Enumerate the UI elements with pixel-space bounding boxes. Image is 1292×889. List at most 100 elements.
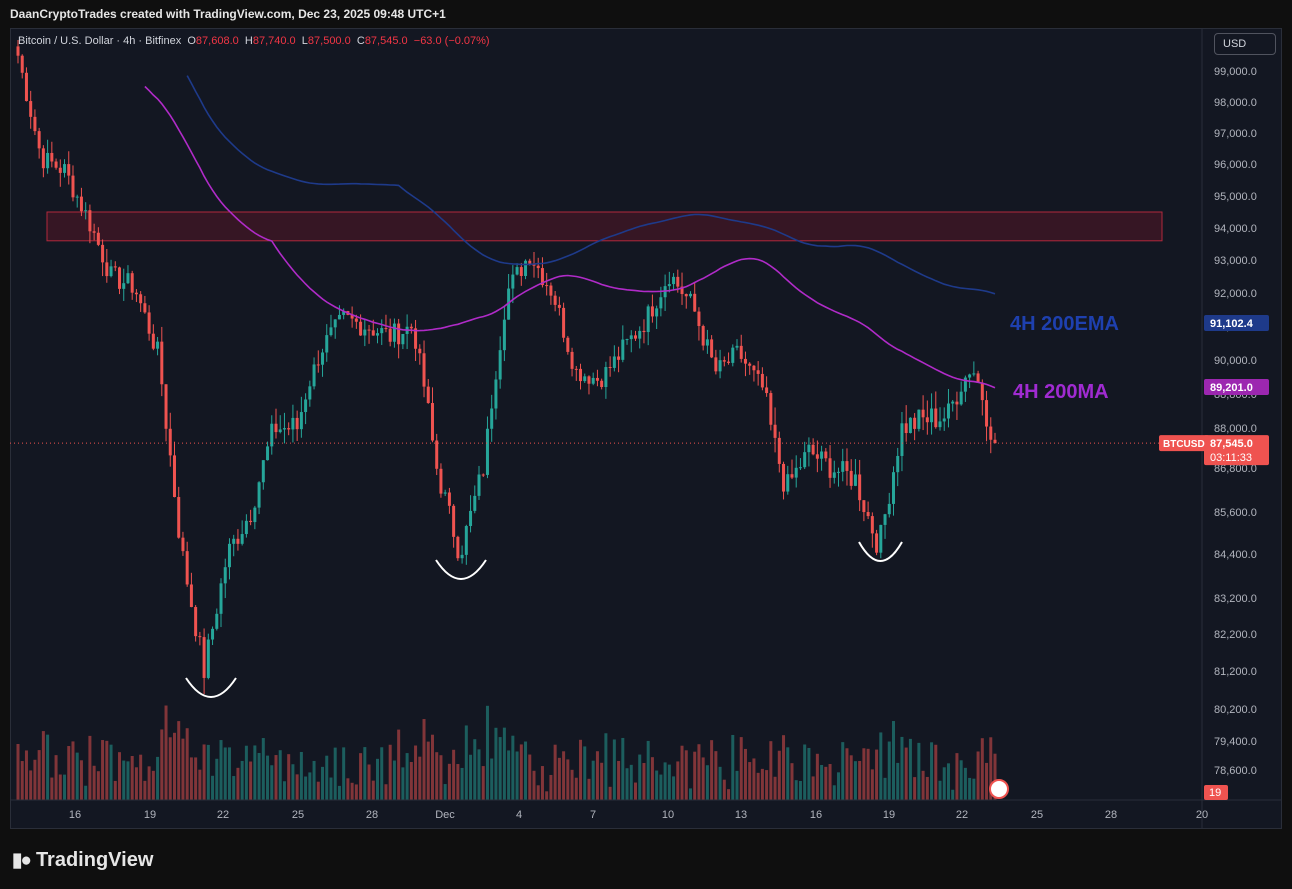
candle-body — [177, 497, 181, 538]
volume-bar — [710, 740, 714, 800]
candle-body — [88, 210, 92, 232]
y-tick-label: 92,000.0 — [1214, 288, 1257, 300]
volume-bar — [629, 764, 633, 800]
candle-body — [600, 380, 604, 388]
candle-body — [519, 267, 523, 276]
volume-bar — [139, 754, 143, 800]
ema-price-tag-bg — [1204, 315, 1269, 331]
volume-bar — [858, 760, 862, 800]
candle-body — [134, 292, 138, 295]
candle-body — [845, 461, 849, 471]
candle-body — [980, 382, 984, 401]
candle-body — [540, 268, 544, 286]
brand-name: TradingView — [35, 848, 154, 871]
candle-body — [955, 401, 959, 405]
candle-body — [481, 474, 485, 476]
candle-body — [409, 326, 413, 329]
volume-bar — [646, 740, 650, 800]
candle-body — [249, 520, 253, 523]
volume-bar — [477, 749, 481, 800]
volume-bar — [447, 763, 451, 800]
candle-body — [934, 408, 938, 428]
chart-attribution: DaanCryptoTrades created with TradingVie… — [10, 7, 446, 21]
candle-body — [524, 260, 528, 276]
y-tick-label: 93,000.0 — [1214, 255, 1257, 267]
volume-bar — [367, 764, 371, 800]
volume-bar — [105, 740, 109, 800]
candle-body — [972, 373, 976, 375]
volume-bar — [401, 767, 405, 800]
candle-body — [667, 284, 671, 287]
currency-button[interactable]: USD — [1214, 33, 1276, 55]
candle-body — [96, 232, 100, 245]
volume-bar — [625, 768, 629, 800]
candle-body — [650, 306, 654, 317]
candle-body — [633, 335, 637, 339]
candle-body — [443, 492, 447, 494]
candle-body — [33, 116, 37, 132]
volume-bar — [223, 747, 227, 800]
candle-body — [240, 534, 244, 544]
symbol-tag: BTCUSD — [1163, 439, 1205, 450]
volume-bar — [515, 751, 519, 800]
y-tick-label: 81,200.0 — [1214, 666, 1257, 678]
candle-body — [189, 584, 193, 608]
volume-bar — [743, 748, 747, 800]
volume-bar — [955, 753, 959, 800]
volume-bar — [84, 785, 88, 800]
candle-body — [621, 339, 625, 360]
volume-bar — [566, 759, 570, 800]
volume-bar — [151, 770, 155, 800]
volume-bar — [786, 747, 790, 800]
candle-body — [879, 524, 883, 553]
candle-body — [672, 276, 676, 285]
candle-body — [773, 424, 777, 438]
volume-bar — [875, 749, 879, 800]
volume-bar — [498, 737, 502, 800]
candle-body — [414, 328, 418, 349]
volume-bar — [807, 747, 811, 800]
volume-bar — [109, 744, 113, 800]
volume-bar — [232, 776, 236, 800]
volume-bar — [667, 764, 671, 800]
volume-bar — [50, 777, 54, 800]
candle-body — [562, 307, 566, 338]
y-tick-label: 84,400.0 — [1214, 549, 1257, 561]
candle-body — [676, 276, 680, 287]
x-tick-label: 4 — [516, 809, 522, 821]
volume-bar — [951, 789, 955, 800]
candle-body — [147, 312, 151, 334]
candle-body — [646, 306, 650, 333]
candle-body — [380, 328, 384, 334]
candle-body — [156, 341, 160, 349]
low-label: L — [301, 35, 308, 47]
volume-bar — [633, 782, 637, 800]
volume-bar — [887, 741, 891, 800]
candle-body — [930, 408, 934, 423]
candle-body — [354, 318, 358, 322]
volume-bar — [773, 776, 777, 800]
candle-body — [257, 482, 261, 508]
candle-body — [384, 328, 388, 330]
volume-bar — [587, 778, 591, 800]
volume-bar — [862, 748, 866, 800]
candle-body — [553, 295, 557, 305]
candle-body — [143, 303, 147, 313]
candle-body — [875, 533, 879, 553]
volume-bar — [976, 751, 980, 800]
candle-body — [807, 444, 811, 453]
candle-body — [219, 583, 223, 614]
candle-body — [803, 452, 807, 468]
volume-bar — [524, 741, 528, 800]
tradingview-logo: ▮● TradingView — [12, 846, 153, 874]
volume-bar — [156, 756, 160, 800]
volume-bar — [545, 791, 549, 800]
candle-body — [215, 613, 219, 629]
candle-body — [824, 451, 828, 459]
ema-annotation: 4H 200EMA — [1010, 313, 1119, 335]
price-chart[interactable]: 99,000.0 98,000.0 97,000.0 96,000.0 95,000.0… — [10, 28, 1282, 829]
candle-body — [710, 339, 714, 358]
candle-body — [587, 376, 591, 384]
volume-bar — [993, 753, 997, 800]
volume-bar — [837, 772, 841, 800]
